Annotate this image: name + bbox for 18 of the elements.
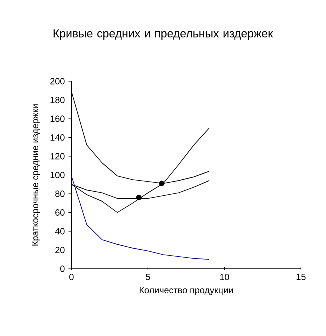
y-tick-label: 80: [56, 190, 65, 198]
x-tick-label: 5: [146, 274, 150, 280]
x-axis-title: Количество продукции: [140, 287, 234, 296]
y-tick-label: 0: [60, 266, 65, 272]
y-tick-label: 180: [50, 97, 65, 104]
y-tick-label: 40: [55, 228, 65, 235]
y-tick-label: 160: [50, 116, 65, 122]
y-tick-label: 140: [50, 134, 65, 141]
chart-title: Кривые средних и предельных издержек: [54, 30, 274, 40]
y-tick-label: 120: [50, 153, 65, 160]
y-tick-label: 60: [56, 210, 65, 216]
x-tick-label: 10: [220, 274, 230, 280]
x-tick-label: 15: [296, 274, 306, 280]
y-tick-label: 200: [50, 78, 65, 85]
y-tick-label: 100: [50, 172, 65, 178]
y-tick-label: 20: [56, 247, 65, 254]
x-tick-label: 0: [70, 274, 74, 280]
y-axis-title: Краткосрочные средние издержки: [32, 104, 40, 246]
